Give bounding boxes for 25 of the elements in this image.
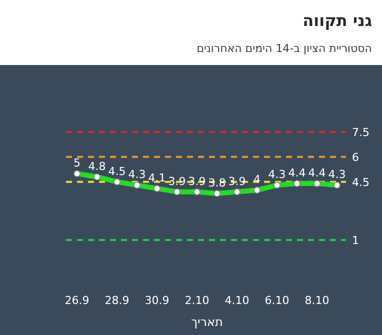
ref-line-label: 7.5 [352, 126, 370, 139]
x-tick-label: 6.10 [264, 294, 290, 307]
chart-subtitle: הסטוריית הציון ב-14 הימים האחרונים [196, 42, 372, 55]
ref-line-label: 4.5 [352, 176, 370, 189]
data-label: 4.4 [308, 166, 326, 180]
x-tick-label: 28.9 [104, 294, 130, 307]
data-label: 4.3 [328, 168, 346, 182]
data-label: 5 [74, 156, 80, 170]
data-label: 3.9 [168, 174, 186, 188]
data-label: 4.3 [128, 168, 146, 182]
data-label: 4.5 [108, 164, 126, 178]
ref-line-label: 1 [352, 234, 359, 247]
x-tick-label: 26.9 [64, 294, 90, 307]
data-label: 4.1 [148, 171, 166, 184]
data-label: 4.4 [288, 166, 306, 180]
x-axis-title: תאריך [191, 315, 223, 329]
data-label: 4.3 [268, 168, 286, 182]
data-label: 4.8 [88, 160, 106, 173]
x-tick-label: 2.10 [184, 294, 210, 307]
ref-line-label: 6 [352, 150, 359, 164]
x-tick-label: 4.10 [224, 294, 250, 307]
x-tick-label: 8.10 [304, 294, 330, 307]
x-tick-label: 30.9 [144, 294, 170, 307]
data-label: 3.9 [228, 174, 246, 188]
chart-title: גני תקווה [302, 11, 372, 30]
